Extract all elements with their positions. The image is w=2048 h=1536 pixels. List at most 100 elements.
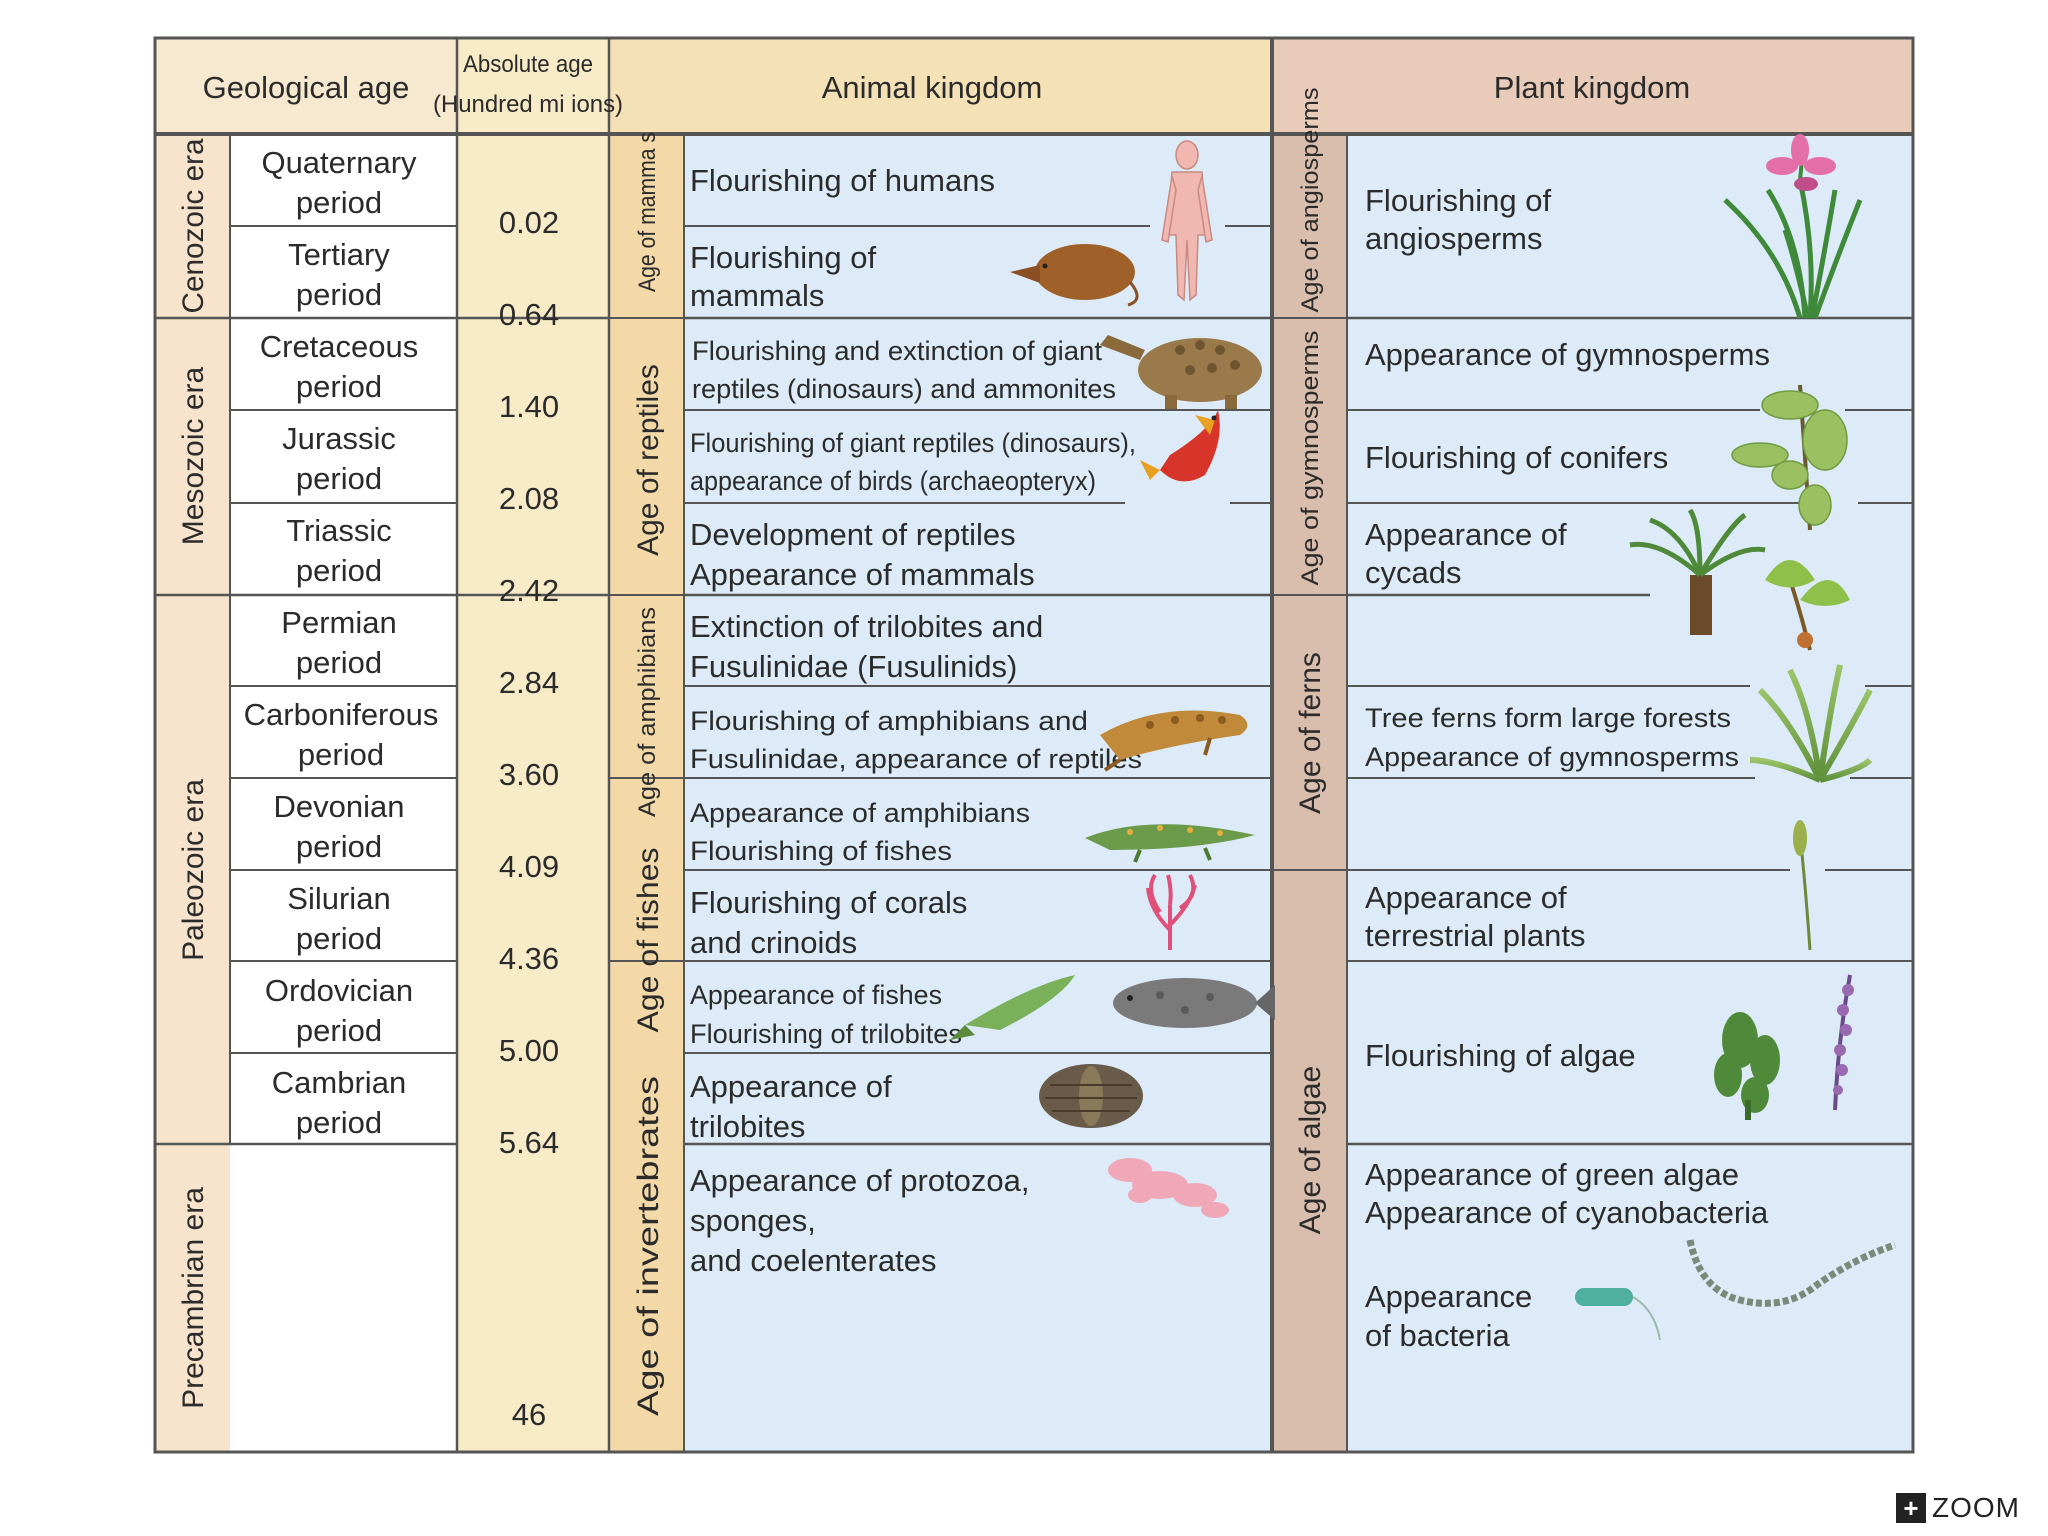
animal-event-text: mammals <box>690 278 824 313</box>
animal-event-text: appearance of birds (archaeopteryx) <box>690 466 1096 496</box>
animal-event-text: Flourishing of <box>690 240 876 275</box>
era-label-mesozoic: Mesozoic era <box>177 366 210 545</box>
human-figure-icon <box>1161 140 1213 302</box>
plant-event-text: Flourishing of <box>1365 183 1551 218</box>
animal-age-label-mammals: Age of mamma s <box>634 132 661 292</box>
absolute-age-column <box>457 38 609 1452</box>
plant-event-text: Appearance of green algae <box>1365 1157 1739 1192</box>
plant-age-band <box>1272 134 1347 1452</box>
animal-event-text: and crinoids <box>690 925 857 960</box>
plant-age-label-angiosperms: Age of angiosperms <box>1297 87 1324 312</box>
plant-event-text: Flourishing of algae <box>1365 1038 1636 1073</box>
crocodile-amphibian-icon <box>1085 824 1255 863</box>
absolute-age-label: 5.00 <box>499 1033 559 1068</box>
period-label: period <box>296 829 382 864</box>
period-labels: Quaternary period Tertiary period Cretac… <box>244 145 439 1140</box>
plant-event-text: Appearance of cyanobacteria <box>1365 1195 1769 1230</box>
animal-events: Flourishing of humans Flourishing of mam… <box>690 163 1142 1278</box>
animal-age-labels: Age of mamma s Age of reptiles Age of am… <box>632 132 665 1416</box>
cyanobacteria-chain-icon <box>1686 1239 1897 1307</box>
amphibian-icon <box>1100 710 1248 772</box>
period-label: period <box>296 553 382 588</box>
plant-event-text: of bacteria <box>1365 1318 1511 1353</box>
period-label: Devonian <box>274 789 405 824</box>
header-plant-bg <box>1272 38 1913 134</box>
period-label: period <box>298 737 384 772</box>
absolute-age-label: 5.64 <box>499 1125 559 1160</box>
animal-age-band <box>609 134 684 1452</box>
period-label: Carboniferous <box>244 697 439 732</box>
plant-event-text: Appearance of <box>1365 517 1567 552</box>
plant-events: Flourishing of angiosperms Appearance of… <box>1365 183 1770 1353</box>
zoom-button[interactable]: + ZOOM <box>1896 1492 2020 1524</box>
animal-event-text: Flourishing of trilobites <box>690 1019 962 1049</box>
period-label: period <box>296 1105 382 1140</box>
coral-icon <box>1146 873 1197 950</box>
plant-event-text: Flourishing of conifers <box>1365 440 1668 475</box>
plant-event-text: Appearance <box>1365 1279 1532 1314</box>
plus-icon: + <box>1896 1493 1926 1523</box>
illustrations <box>950 134 1897 1341</box>
animal-event-text: Fusulinidae, appearance of reptiles <box>690 744 1142 774</box>
animal-event-text: Flourishing of corals <box>690 885 967 920</box>
absolute-age-label: 1.40 <box>499 389 559 424</box>
absolute-age-label: 46 <box>512 1397 546 1432</box>
absolute-age-label: 3.60 <box>499 757 559 792</box>
absolute-age-header-bg <box>457 38 609 134</box>
plant-event-text: Tree ferns form large forests <box>1365 703 1731 733</box>
era-label-precambrian: Precambrian era <box>177 1187 210 1409</box>
archaeopteryx-icon <box>1140 410 1220 482</box>
early-plant-icon <box>1793 820 1812 951</box>
period-label: period <box>296 461 382 496</box>
animal-event-text: Flourishing of humans <box>690 163 995 198</box>
period-label: Cretaceous <box>260 329 419 364</box>
period-label: period <box>296 369 382 404</box>
plant-event-text: cycads <box>1365 555 1461 590</box>
absolute-age-label: 4.36 <box>499 941 559 976</box>
header-animal-kingdom: Animal kingdom <box>822 70 1043 105</box>
animal-age-label-amphibians: Age of amphibians <box>634 607 661 817</box>
tree-fern-icon <box>1749 664 1873 783</box>
iris-icon <box>1723 134 1863 319</box>
animal-event-text: reptiles (dinosaurs) and ammonites <box>692 374 1116 404</box>
sponge-icon <box>1108 1158 1229 1218</box>
period-label: Permian <box>281 605 396 640</box>
era-label-cenozoic: Cenozoic era <box>177 138 210 313</box>
header-plant-kingdom: Plant kingdom <box>1494 70 1690 105</box>
plant-age-label-algae: Age of algae <box>1294 1066 1327 1234</box>
animal-event-text: Flourishing of amphibians and <box>690 706 1088 736</box>
plant-event-text: terrestrial plants <box>1365 918 1586 953</box>
animal-event-text: Appearance of protozoa, <box>690 1163 1030 1198</box>
coelacanth-icon <box>1113 978 1275 1028</box>
animal-event-text: Fusulinidae (Fusulinids) <box>690 649 1017 684</box>
period-label: Triassic <box>286 513 392 548</box>
absolute-age-label: 0.64 <box>499 297 559 332</box>
ginkgo-icon <box>1765 560 1850 651</box>
ankylosaur-icon <box>1100 335 1262 409</box>
header-animal-bg <box>609 38 1272 134</box>
period-label: period <box>296 277 382 312</box>
absolute-age-label: 2.08 <box>499 481 559 516</box>
period-label: Cambrian <box>272 1065 406 1100</box>
animal-event-text: and coelenterates <box>690 1243 936 1278</box>
period-label: Silurian <box>287 881 390 916</box>
animal-event-text: sponges, <box>690 1203 816 1238</box>
animal-event-text: Appearance of amphibians <box>690 798 1030 828</box>
zoom-label: ZOOM <box>1932 1492 2020 1523</box>
period-label: Ordovician <box>265 973 413 1008</box>
era-label-paleozoic: Paleozoic era <box>177 779 210 961</box>
animal-event-text: Appearance of mammals <box>690 557 1035 592</box>
absolute-age-label: 4.09 <box>499 849 559 884</box>
plant-age-label-gymnosperms: Age of gymnosperms <box>1297 331 1324 586</box>
conifer-icon <box>1731 384 1848 531</box>
animal-event-text: Flourishing of fishes <box>690 836 952 866</box>
seaweed-icon <box>1714 1012 1780 1120</box>
absolute-age-label: 2.42 <box>499 573 559 608</box>
shrew-icon <box>1010 244 1139 307</box>
fish-icon <box>950 975 1075 1040</box>
period-column-bg <box>230 134 457 1452</box>
era-labels: Cenozoic era Mesozoic era Paleozoic era … <box>177 138 210 1409</box>
period-label: period <box>296 185 382 220</box>
plant-age-label-ferns: Age of ferns <box>1294 652 1327 814</box>
